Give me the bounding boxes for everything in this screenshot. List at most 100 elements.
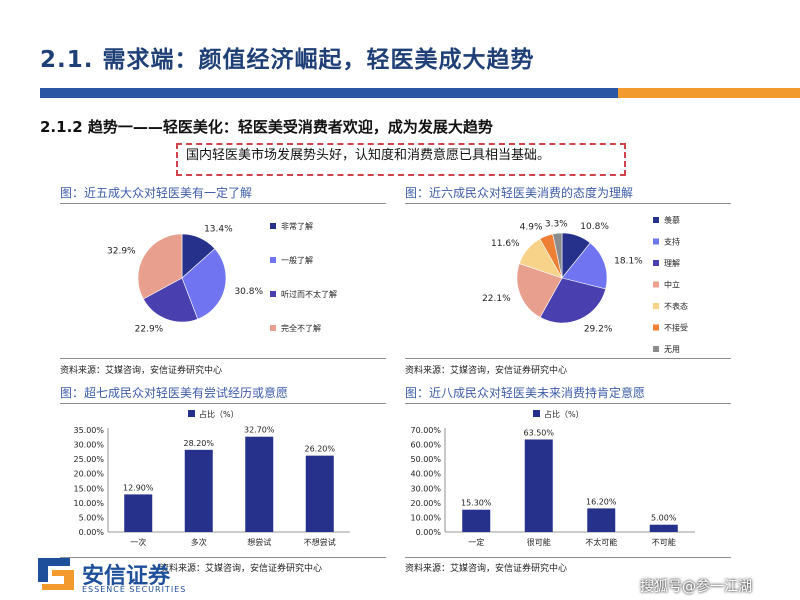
slice-value-label: 11.6% xyxy=(491,239,520,249)
bar-value-label: 5.00% xyxy=(651,514,677,523)
y-tick-label: 70.00% xyxy=(410,426,441,435)
watermark: 搜狐号@参一江湖 xyxy=(640,579,752,595)
legend-label: 一般了解 xyxy=(281,255,313,265)
legend-label: 支持 xyxy=(664,237,680,247)
slice-value-label: 3.3% xyxy=(545,219,568,229)
logo-text-cn: 安信证券 xyxy=(82,564,171,589)
bar-chart-future-intent: 0.00% 10.00% 20.00% 30.00% 40.00% 50.00% 60.00… xyxy=(410,409,695,547)
pie-slice xyxy=(561,242,608,290)
legend-label: 理解 xyxy=(664,258,680,268)
panel4-bottom-rule xyxy=(405,557,731,558)
legend-swatch xyxy=(270,223,276,229)
legend-swatch xyxy=(653,324,659,331)
legend-swatch xyxy=(270,325,276,331)
panel4-source: 资料来源：艾媒咨询，安信证券研究中心 xyxy=(405,564,568,574)
y-tick-label: 25.00% xyxy=(73,455,104,464)
bar xyxy=(305,455,334,532)
bar xyxy=(124,494,153,532)
bar xyxy=(462,509,491,532)
legend-swatch xyxy=(653,303,659,309)
legend-label: 中立 xyxy=(664,280,680,290)
y-tick-label: 30.00% xyxy=(410,484,441,493)
legend-swatch xyxy=(188,410,195,417)
x-tick-label: 多次 xyxy=(191,537,207,547)
panel3-source: 资料来源：艾媒咨询，安信证券研究中心 xyxy=(160,564,323,574)
pie-slice xyxy=(142,277,199,323)
legend-label: 占比（%） xyxy=(544,409,584,419)
title-underline-blue xyxy=(40,88,618,98)
legend-label: 不表态 xyxy=(664,301,688,311)
slice-value-label: 22.9% xyxy=(135,325,164,335)
slice-value-label: 30.8% xyxy=(234,287,263,297)
y-tick-label: 60.00% xyxy=(410,441,441,450)
legend-swatch xyxy=(653,281,659,288)
panel2-source: 资料来源：艾媒咨询，安信证券研究中心 xyxy=(405,366,568,376)
panel2-top-rule xyxy=(405,203,731,204)
legend-swatch xyxy=(653,346,659,352)
pie-slice xyxy=(516,263,563,318)
panel4-title: 图：近八成民众对轻医美未来消费持肯定意愿 xyxy=(405,386,646,400)
title-underline-orange xyxy=(618,88,800,98)
bar-value-label: 28.20% xyxy=(183,439,214,448)
page-title: 2.1. 需求端：颜值经济崛起，轻医美成大趋势 xyxy=(40,47,535,73)
legend-label: 羡慕 xyxy=(664,215,680,225)
logo-text-en: ESSENCE SECURITIES xyxy=(82,585,187,594)
slice-value-label: 29.2% xyxy=(584,324,613,334)
x-tick-label: 不可能 xyxy=(652,537,676,547)
bar-value-label: 32.70% xyxy=(244,426,275,435)
pie-slice xyxy=(539,277,607,324)
panel2-bottom-rule xyxy=(405,358,731,359)
bar-value-label: 63.50% xyxy=(523,428,554,437)
bar-value-label: 26.20% xyxy=(304,445,335,454)
y-tick-label: 20.00% xyxy=(410,499,441,508)
pie-chart-attitude: 10.8% 18.1% 29.2% 22.1% 11.6%4.9% 3.3% 羡慕支持理解中… xyxy=(482,215,688,354)
slice-value-label: 22.1% xyxy=(482,294,511,304)
y-tick-label: 0.00% xyxy=(79,528,105,537)
pie-slice xyxy=(552,232,563,279)
y-tick-label: 0.00% xyxy=(416,528,442,537)
bar xyxy=(184,449,213,532)
bar-value-label: 16.20% xyxy=(586,497,617,506)
callout-box: 国内轻医美市场发展势头好，认知度和消费意愿已具相当基础。 xyxy=(176,143,626,176)
x-tick-label: 想尝试 xyxy=(247,537,271,547)
legend-swatch xyxy=(533,410,540,417)
legend-label: 占比（%） xyxy=(199,409,239,419)
slice-value-label: 10.8% xyxy=(580,222,609,232)
panel1-title: 图：近五成大众对轻医美有一定了解 xyxy=(60,186,253,200)
panel3-bottom-rule xyxy=(60,557,386,558)
y-tick-label: 15.00% xyxy=(73,484,104,493)
bar xyxy=(649,524,678,532)
slice-value-label: 18.1% xyxy=(614,257,643,267)
x-tick-label: 一定 xyxy=(468,537,484,547)
legend-label: 无用 xyxy=(664,345,680,354)
panel3-top-rule xyxy=(60,403,386,404)
x-tick-label: 不太可能 xyxy=(585,537,617,547)
panel4-top-rule xyxy=(405,403,731,404)
bar xyxy=(524,439,553,532)
panel1-top-rule xyxy=(60,203,386,204)
y-tick-label: 5.00% xyxy=(79,513,105,522)
legend-swatch xyxy=(653,217,659,223)
section-subtitle: 2.1.2 趋势一——轻医美化：轻医美受消费者欢迎，成为发展大趋势 xyxy=(40,118,493,136)
legend-swatch xyxy=(270,291,276,297)
legend-label: 听过而不太了解 xyxy=(281,289,337,299)
bar-value-label: 15.30% xyxy=(461,499,492,508)
legend-label: 非常了解 xyxy=(281,221,313,231)
bar xyxy=(587,508,616,532)
panel3-title: 图：超七成民众对轻医美有尝试经历或意愿 xyxy=(60,386,289,400)
y-tick-label: 40.00% xyxy=(410,470,441,479)
y-tick-label: 35.00% xyxy=(73,426,104,435)
x-tick-label: 不想尝试 xyxy=(304,537,336,547)
bar-chart-experience: 0.00% 5.00% 10.00% 15.00% 20.00% 25.00% 30.00%… xyxy=(73,409,350,547)
panel1-bottom-rule xyxy=(60,358,386,359)
panel2-title: 图：近六成民众对轻医美消费的态度为理解 xyxy=(405,186,634,200)
slice-value-label: 32.9% xyxy=(107,246,136,256)
legend-label: 不接受 xyxy=(664,323,688,333)
pie-slice xyxy=(137,233,183,300)
y-tick-label: 30.00% xyxy=(73,441,104,450)
legend-label: 完全不了解 xyxy=(281,323,321,333)
y-tick-label: 20.00% xyxy=(73,470,104,479)
legend-swatch xyxy=(653,238,659,245)
bar-value-label: 12.90% xyxy=(123,483,154,492)
legend-swatch xyxy=(653,260,659,266)
